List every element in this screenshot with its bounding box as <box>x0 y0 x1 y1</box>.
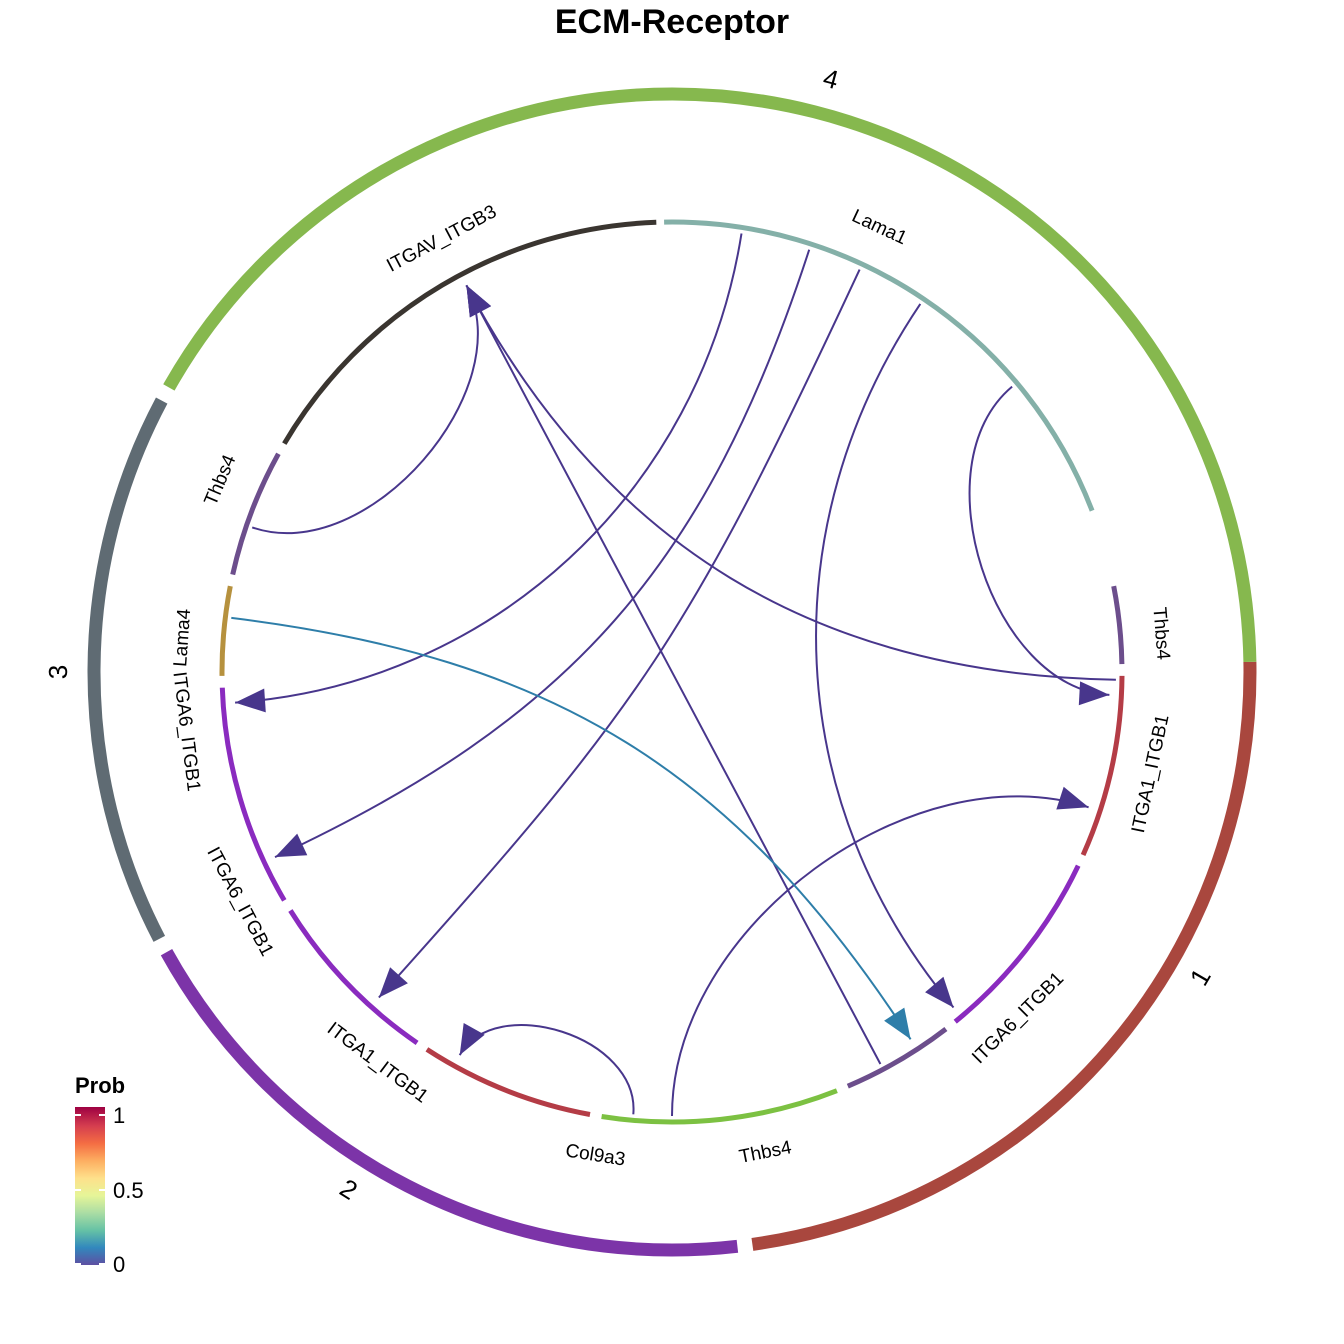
link-curve <box>235 233 743 704</box>
sector-arc-s_itga1_2 <box>425 1047 591 1117</box>
link-curve <box>378 269 861 999</box>
link-11 <box>231 616 912 1040</box>
group-label-2: 2 <box>335 1173 363 1206</box>
sector-label-s_itga1_1: ITGA1_ITGB1 <box>1128 713 1174 835</box>
group-label-3: 3 <box>43 665 73 679</box>
chart-title: ECM-Receptor <box>555 3 789 41</box>
link-arrowhead <box>884 1007 911 1040</box>
link-8 <box>251 284 492 535</box>
sector-arc-s_thbs4_3 <box>230 452 281 576</box>
link-arrowhead <box>925 976 954 1008</box>
link-curve <box>458 1024 635 1115</box>
link-4 <box>815 303 955 1009</box>
link-curve <box>815 303 955 1009</box>
legend-tick-label: 0.5 <box>113 1178 144 1203</box>
link-5 <box>968 385 1110 706</box>
link-9 <box>458 1023 635 1115</box>
link-curve <box>671 795 1089 1117</box>
link-10 <box>671 786 1089 1117</box>
sector-ring <box>219 219 1125 1125</box>
sector-label-s_thbs4_3: Thbs4 <box>201 452 241 509</box>
sector-arc-s_itgav <box>282 219 657 445</box>
link-2 <box>274 249 811 859</box>
legend-tick-label: 0 <box>113 1252 125 1277</box>
sector-labels: Thbs4 ITGA1_ITGB1 ITGA6_ITGB1 Thbs4 Col9a3 IT… <box>168 201 1173 1170</box>
sector-label-s_lama4: Lama4 <box>170 608 195 668</box>
sector-arc-s_thbs4_1 <box>1111 585 1125 665</box>
legend-colorbar <box>75 1107 105 1265</box>
sector-label-s_itga6_1: ITGA6_ITGB1 <box>968 968 1068 1068</box>
sector-label-s_thbs4_1: Thbs4 <box>1148 606 1173 661</box>
legend-title: Prob <box>75 1073 125 1098</box>
link-arrowhead <box>466 285 492 318</box>
sector-arc-s_itga6_1 <box>953 864 1081 1024</box>
sector-arc-s_col9a3 <box>601 1088 838 1125</box>
group-arc-1 <box>751 661 1257 1251</box>
links-layer <box>231 233 1116 1117</box>
sector-arc-s_lama1 <box>664 219 1095 512</box>
sector-arc-s_thbs4_2 <box>846 1027 948 1089</box>
sector-label-s_lama1: Lama1 <box>849 206 911 250</box>
link-curve <box>465 284 1116 681</box>
group-label-4: 4 <box>820 62 842 95</box>
sector-arc-s_lama4 <box>219 585 233 676</box>
sector-label-s_thbs4_2: Thbs4 <box>737 1137 793 1168</box>
group-arc-4 <box>163 87 1257 663</box>
sector-arc-s_itga6_3 <box>219 687 287 902</box>
link-arrowhead <box>275 833 308 858</box>
legend-tick-label: 1 <box>113 1103 125 1128</box>
sector-label-s_itga1_2: ITGA1_ITGB1 <box>323 1018 432 1107</box>
link-arrowhead <box>1056 786 1089 810</box>
link-curve <box>465 284 882 1065</box>
link-6 <box>465 284 1116 681</box>
link-curve <box>231 616 912 1040</box>
sector-label-s_itga6_3: ITGA6_ITGB1 <box>168 671 204 793</box>
sector-arc-s_itga6_2 <box>288 909 419 1045</box>
sector-arc-s_itga1_1 <box>1080 675 1125 857</box>
link-curve <box>968 385 1110 696</box>
group-label-1: 1 <box>1184 963 1217 991</box>
group-arc-2 <box>160 949 739 1257</box>
link-arrowhead <box>1078 681 1110 706</box>
group-ring <box>87 87 1257 1257</box>
link-curve <box>274 249 811 859</box>
legend-ticks: 10.50 <box>75 1103 144 1277</box>
link-1 <box>235 233 743 713</box>
link-arrowhead <box>459 1023 485 1056</box>
link-3 <box>378 269 861 999</box>
sector-label-s_col9a3: Col9a3 <box>564 1140 627 1170</box>
legend: Prob 10.50 <box>75 1073 144 1277</box>
link-curve <box>251 284 479 535</box>
group-arc-3 <box>87 397 168 942</box>
link-arrowhead <box>378 967 408 998</box>
link-arrowhead <box>235 688 266 713</box>
